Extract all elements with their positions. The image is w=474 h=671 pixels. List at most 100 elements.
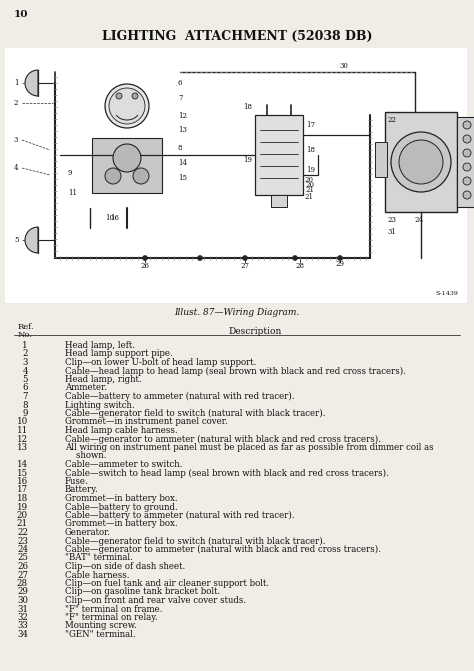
Text: Clip—on side of dash sheet.: Clip—on side of dash sheet.: [65, 562, 185, 571]
Text: 23: 23: [17, 537, 28, 546]
Bar: [92, 138, 162, 193]
Circle shape: [463, 163, 471, 171]
Text: Head lamp, right.: Head lamp, right.: [65, 375, 142, 384]
Text: 3: 3: [14, 136, 18, 144]
Text: No.: No.: [18, 331, 33, 339]
Text: 21: 21: [305, 193, 314, 201]
Text: 2: 2: [14, 99, 18, 107]
Text: "F" terminal on relay.: "F" terminal on relay.: [65, 613, 158, 622]
Text: 25: 25: [17, 554, 28, 562]
Text: Description: Description: [228, 327, 282, 336]
Text: Ammeter.: Ammeter.: [65, 384, 107, 393]
Text: 19: 19: [243, 156, 252, 164]
Text: "F" terminal on frame.: "F" terminal on frame.: [65, 605, 163, 613]
Text: 28: 28: [17, 579, 28, 588]
Circle shape: [133, 168, 149, 184]
Text: Cable—generator to ammeter (natural with black and red cross tracers).: Cable—generator to ammeter (natural with…: [65, 545, 381, 554]
Text: Clip—on gasoline tank bracket bolt.: Clip—on gasoline tank bracket bolt.: [65, 588, 220, 597]
Text: 31: 31: [17, 605, 28, 613]
Bar: [457, 117, 474, 207]
Text: 10: 10: [17, 417, 28, 427]
Text: 23: 23: [388, 216, 397, 224]
Text: shown.: shown.: [65, 452, 107, 460]
Text: "GEN" terminal.: "GEN" terminal.: [65, 630, 136, 639]
Text: 14: 14: [178, 159, 187, 167]
Circle shape: [463, 121, 471, 129]
Text: 33: 33: [17, 621, 28, 631]
Circle shape: [105, 168, 121, 184]
Text: 26: 26: [140, 262, 149, 270]
Text: Battery.: Battery.: [65, 486, 99, 495]
Text: 18: 18: [17, 494, 28, 503]
Text: 24: 24: [415, 216, 424, 224]
Text: 32: 32: [17, 613, 28, 622]
Text: 21: 21: [17, 519, 28, 529]
Text: 17: 17: [306, 121, 315, 129]
Text: All wiring on instrument panel must be placed as far as possible from dimmer coi: All wiring on instrument panel must be p…: [65, 443, 434, 452]
Text: 18: 18: [243, 103, 252, 111]
Text: 3: 3: [23, 358, 28, 367]
Text: 27: 27: [240, 262, 249, 270]
Text: 22: 22: [388, 116, 397, 124]
Text: 8: 8: [22, 401, 28, 409]
Text: Grommet—in battery box.: Grommet—in battery box.: [65, 519, 178, 529]
Text: 31: 31: [388, 228, 397, 236]
Text: 16: 16: [17, 477, 28, 486]
Text: 5: 5: [14, 236, 18, 244]
Text: Cable—battery to ammeter (natural with red tracer).: Cable—battery to ammeter (natural with r…: [65, 392, 295, 401]
Text: 1: 1: [22, 341, 28, 350]
Bar: [255, 115, 303, 195]
Text: 22: 22: [17, 528, 28, 537]
Text: "BAT" terminal.: "BAT" terminal.: [65, 554, 133, 562]
Text: Ref.: Ref.: [18, 323, 35, 331]
Text: 6: 6: [22, 384, 28, 393]
Text: 4: 4: [14, 164, 18, 172]
Text: S-1439: S-1439: [435, 291, 458, 296]
Text: 5: 5: [22, 375, 28, 384]
Circle shape: [113, 144, 141, 172]
Text: 24: 24: [17, 545, 28, 554]
Text: 8: 8: [178, 144, 182, 152]
Bar: [5, 48, 467, 303]
Text: LIGHTING  ATTACHMENT (52038 DB): LIGHTING ATTACHMENT (52038 DB): [102, 30, 372, 43]
Text: 7: 7: [178, 94, 182, 102]
Text: 2: 2: [22, 350, 28, 358]
Bar: [271, 195, 287, 207]
Text: 17: 17: [17, 486, 28, 495]
Circle shape: [109, 88, 145, 124]
Text: 19: 19: [306, 166, 315, 174]
Circle shape: [243, 256, 247, 260]
Text: Grommet—in instrument panel cover.: Grommet—in instrument panel cover.: [65, 417, 228, 427]
Text: 11: 11: [68, 189, 77, 197]
Bar: [385, 112, 457, 212]
Text: 28: 28: [295, 262, 304, 270]
Text: 19: 19: [17, 503, 28, 511]
Text: 16: 16: [110, 214, 119, 222]
Circle shape: [143, 256, 147, 260]
Text: 30: 30: [17, 596, 28, 605]
Text: 20: 20: [305, 176, 314, 184]
Text: Head lamp cable harness.: Head lamp cable harness.: [65, 426, 178, 435]
Text: Cable—generator field to switch (natural with black tracer).: Cable—generator field to switch (natural…: [65, 409, 326, 418]
Text: 13: 13: [178, 126, 187, 134]
Text: 15: 15: [17, 468, 28, 478]
Text: 29: 29: [17, 588, 28, 597]
Text: Grommet—in battery box.: Grommet—in battery box.: [65, 494, 178, 503]
Text: 15: 15: [178, 174, 187, 182]
Text: 18: 18: [306, 146, 315, 154]
Text: 13: 13: [17, 443, 28, 452]
Text: Cable—head lamp to head lamp (seal brown with black and red cross tracers).: Cable—head lamp to head lamp (seal brown…: [65, 366, 406, 376]
Text: Clip—on fuel tank and air cleaner support bolt.: Clip—on fuel tank and air cleaner suppor…: [65, 579, 269, 588]
Text: Clip—on front and rear valve cover studs.: Clip—on front and rear valve cover studs…: [65, 596, 246, 605]
Circle shape: [463, 191, 471, 199]
Circle shape: [132, 93, 138, 99]
Text: 20: 20: [306, 181, 315, 189]
Text: Cable—generator field to switch (natural with black tracer).: Cable—generator field to switch (natural…: [65, 537, 326, 546]
Text: Cable—generator to ammeter (natural with black and red cross tracers).: Cable—generator to ammeter (natural with…: [65, 435, 381, 444]
Text: Fuse.: Fuse.: [65, 477, 89, 486]
Text: 34: 34: [17, 630, 28, 639]
Text: Generator.: Generator.: [65, 528, 111, 537]
Text: 27: 27: [17, 570, 28, 580]
Text: Cable—battery to ground.: Cable—battery to ground.: [65, 503, 178, 511]
Wedge shape: [25, 227, 38, 253]
